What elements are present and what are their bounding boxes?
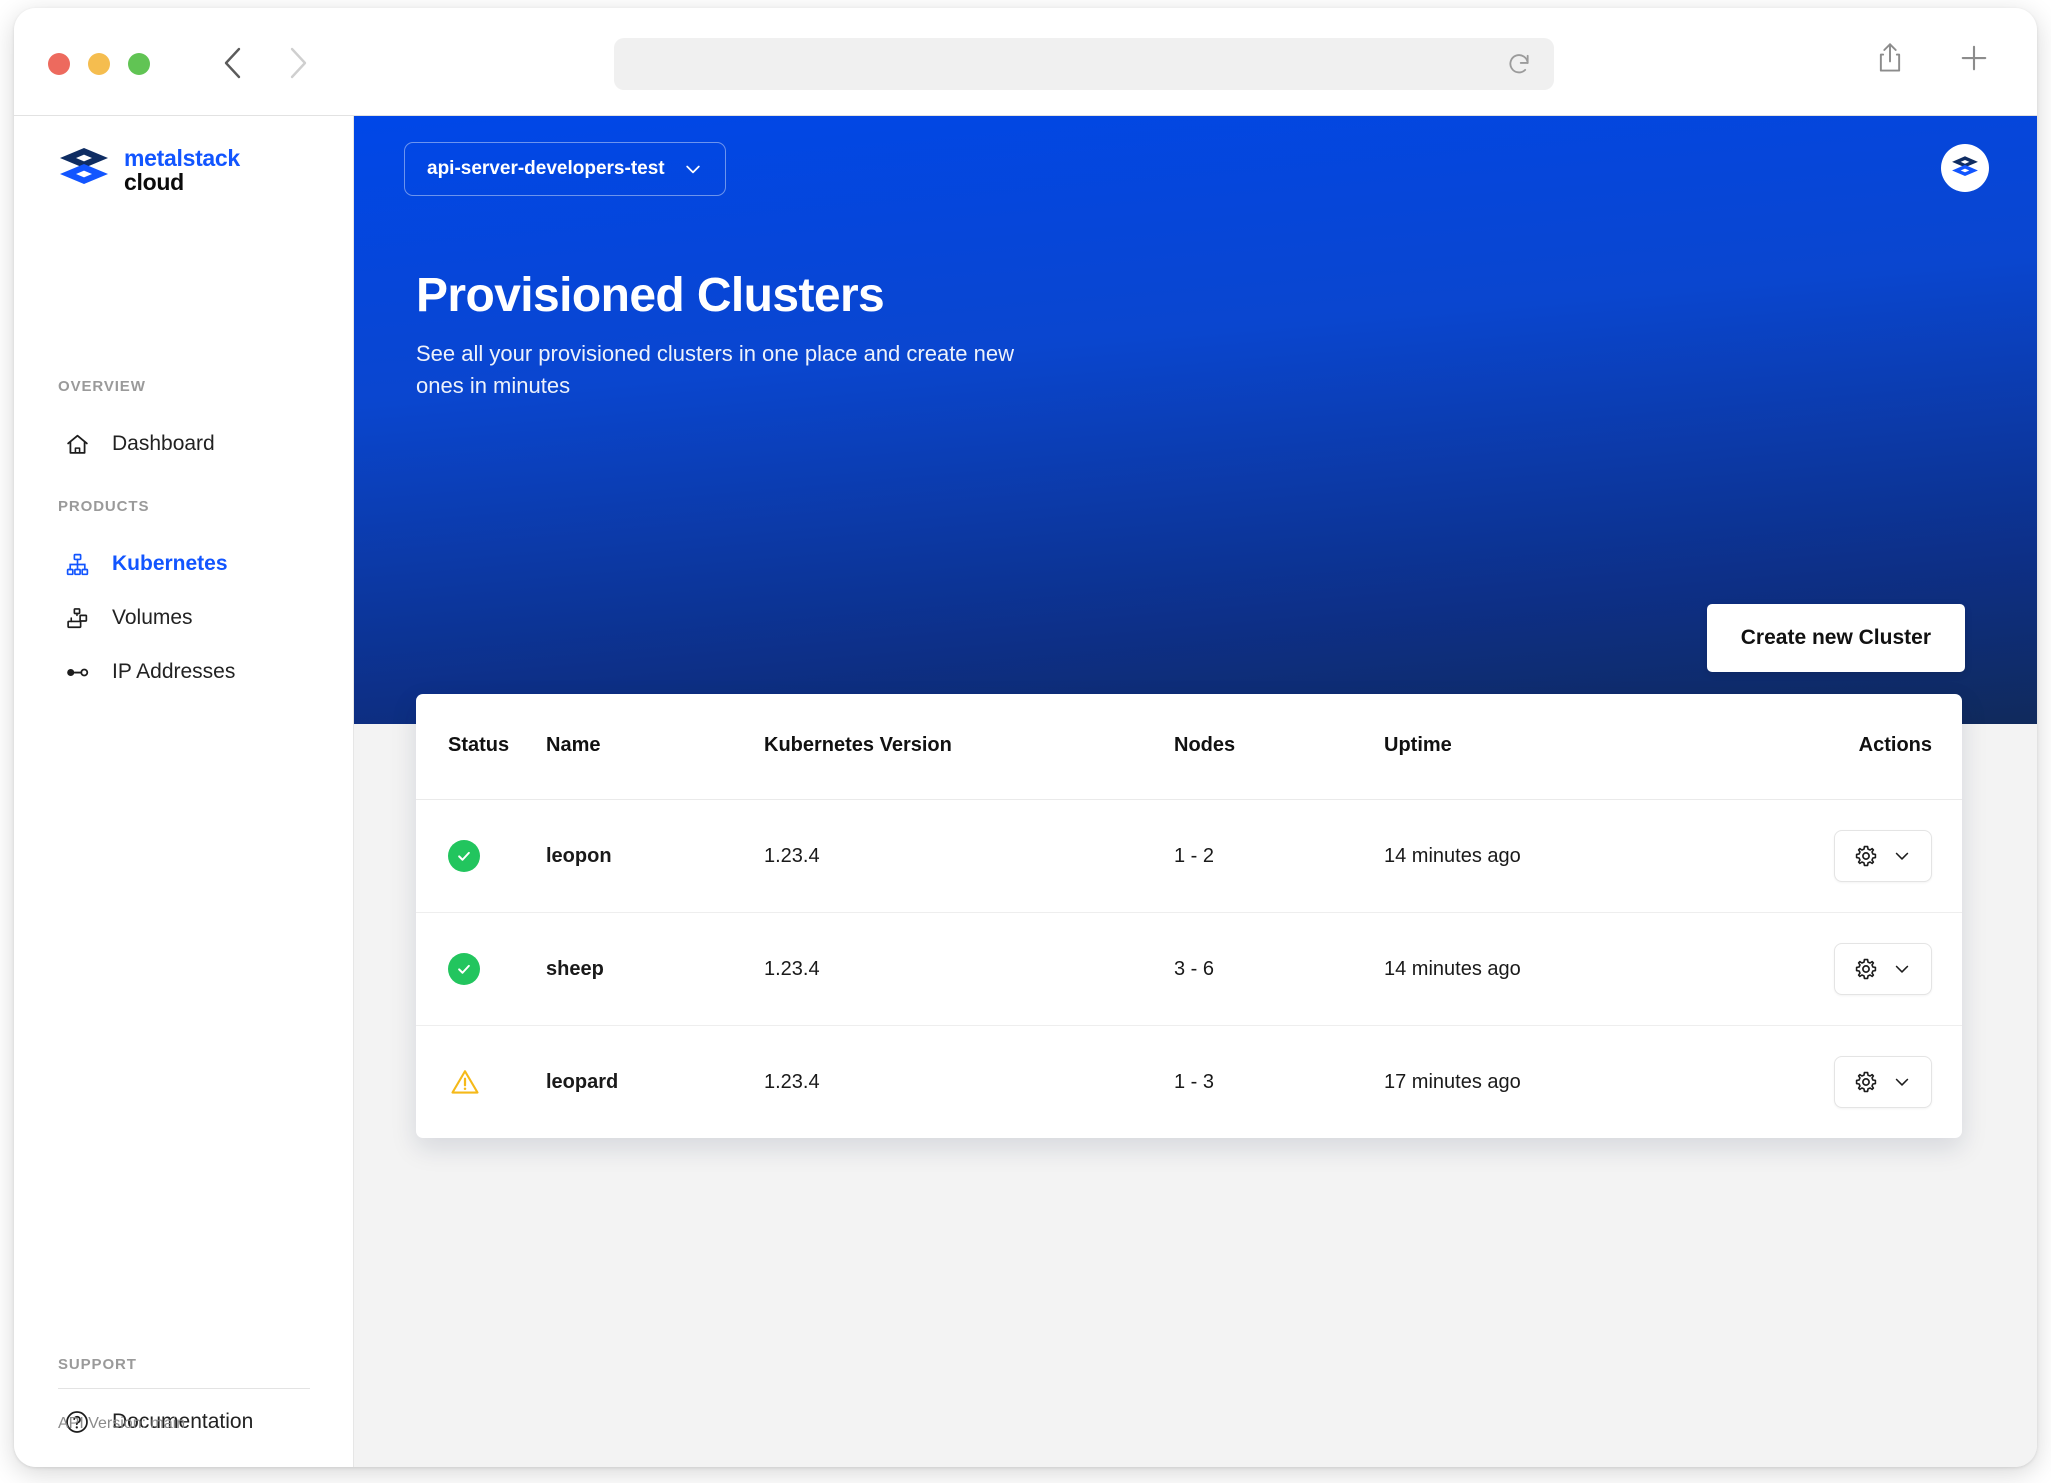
- project-selector-label: api-server-developers-test: [427, 158, 665, 179]
- page-subtitle: See all your provisioned clusters in one…: [416, 341, 1015, 398]
- cell-name: sheep: [546, 912, 764, 1026]
- volumes-icon: [64, 605, 90, 631]
- sidebar-section-label-products: PRODUCTS: [58, 498, 150, 515]
- status-warning-icon: [448, 1066, 482, 1098]
- sidebar-item-volumes[interactable]: Volumes: [14, 591, 353, 645]
- sidebar-item-label: IP Addresses: [112, 660, 236, 683]
- cell-status: [416, 912, 546, 1026]
- project-selector[interactable]: api-server-developers-test: [404, 142, 726, 196]
- minimize-window-button[interactable]: [88, 53, 110, 75]
- metalstack-avatar-icon: [1952, 156, 1978, 176]
- chevron-down-icon: [685, 165, 700, 174]
- sidebar-divider: [58, 1388, 310, 1389]
- column-header-name: Name: [546, 694, 764, 800]
- api-version-label: API Version: main: [58, 1415, 186, 1432]
- sidebar-section-products: PRODUCTS Kubernetes: [14, 498, 353, 699]
- clusters-table-card: Status Name Kubernetes Version Nodes Upt…: [416, 694, 1962, 1138]
- brand-logo[interactable]: metalstack cloud: [58, 146, 240, 195]
- sidebar-item-label: Volumes: [112, 606, 193, 629]
- traffic-lights: [48, 53, 150, 75]
- address-bar[interactable]: [614, 38, 1554, 90]
- chevron-down-icon: [1895, 965, 1909, 973]
- brand-logo-text: metalstack cloud: [124, 146, 240, 195]
- column-header-uptime: Uptime: [1384, 694, 1784, 800]
- ip-address-icon: [64, 659, 90, 685]
- cell-uptime: 14 minutes ago: [1384, 799, 1784, 913]
- sidebar: metalstack cloud OVERVIEW Dashboard: [14, 116, 354, 1467]
- cell-nodes: 1 - 2: [1174, 799, 1384, 913]
- sidebar-item-kubernetes[interactable]: Kubernetes: [14, 537, 353, 591]
- reload-icon[interactable]: [1506, 51, 1532, 77]
- chevron-down-icon: [1895, 852, 1909, 860]
- row-actions-button[interactable]: [1834, 1056, 1932, 1108]
- brand-logo-line1: metalstack: [124, 145, 240, 171]
- column-header-status: Status: [416, 694, 546, 800]
- gear-icon: [1855, 958, 1877, 980]
- cell-status: [416, 799, 546, 913]
- forward-button[interactable]: [276, 38, 320, 88]
- gear-icon: [1855, 1071, 1877, 1093]
- cell-actions: [1784, 912, 1962, 1026]
- status-ok-icon: [448, 953, 480, 985]
- table-row[interactable]: leopard 1.23.4 1 - 3 17 minutes ago: [416, 1026, 1962, 1139]
- browser-window: metalstack cloud OVERVIEW Dashboard: [14, 8, 2037, 1467]
- column-header-actions: Actions: [1784, 694, 1962, 800]
- row-actions-button[interactable]: [1834, 943, 1932, 995]
- sidebar-item-ip-addresses[interactable]: IP Addresses: [14, 645, 353, 699]
- chevron-down-icon: [1895, 1078, 1909, 1086]
- sidebar-item-dashboard[interactable]: Dashboard: [14, 417, 353, 471]
- sidebar-item-label: Dashboard: [112, 432, 215, 455]
- cell-actions: [1784, 799, 1962, 913]
- create-new-cluster-button[interactable]: Create new Cluster: [1706, 604, 1965, 672]
- sidebar-section-label-support: SUPPORT: [58, 1356, 137, 1373]
- cell-version: 1.23.4: [764, 1070, 820, 1093]
- cell-version: 1.23.4: [764, 912, 1174, 1026]
- clusters-table: Status Name Kubernetes Version Nodes Upt…: [416, 694, 1962, 1138]
- back-button[interactable]: [210, 38, 254, 88]
- cell-nodes: 1 - 3: [1174, 1070, 1215, 1093]
- table-header: Status Name Kubernetes Version Nodes Upt…: [416, 694, 1962, 800]
- table-row[interactable]: sheep 1.23.4 3 - 6 14 minutes ago: [416, 912, 1962, 1026]
- app-body: metalstack cloud OVERVIEW Dashboard: [14, 116, 2037, 1467]
- table-row[interactable]: leopon 1.23.4 1 - 2 14 minutes ago: [416, 799, 1962, 913]
- sidebar-item-label: Kubernetes: [112, 552, 228, 575]
- gear-icon: [1855, 845, 1877, 867]
- brand-logo-line2: cloud: [124, 169, 184, 196]
- cell-uptime: 17 minutes ago: [1384, 1070, 1521, 1093]
- column-header-kubernetes-version: Kubernetes Version: [764, 694, 1174, 800]
- cell-uptime: 14 minutes ago: [1384, 912, 1784, 1026]
- page-title: Provisioned Clusters: [416, 269, 885, 322]
- home-icon: [64, 431, 90, 457]
- question-circle-icon: [64, 1409, 90, 1435]
- sidebar-section-support: SUPPORT Documentation: [14, 1356, 353, 1449]
- browser-toolbar-right: [1873, 38, 1991, 78]
- avatar[interactable]: [1941, 144, 1989, 192]
- column-header-nodes: Nodes: [1174, 694, 1384, 800]
- sidebar-item-documentation[interactable]: Documentation: [14, 1395, 353, 1449]
- cell-actions: [1784, 1026, 1962, 1139]
- chevron-right-icon: [290, 47, 307, 79]
- sidebar-section-overview: OVERVIEW Dashboard: [14, 378, 353, 471]
- cell-status: [416, 1026, 546, 1139]
- zoom-window-button[interactable]: [128, 53, 150, 75]
- cell-nodes: 3 - 6: [1174, 912, 1384, 1026]
- row-actions-button[interactable]: [1834, 830, 1932, 882]
- sidebar-section-label-overview: OVERVIEW: [58, 378, 146, 395]
- sidebar-item-label: Documentation: [112, 1410, 254, 1433]
- close-window-button[interactable]: [48, 53, 70, 75]
- main-content: api-server-developers-test Provisioned C…: [354, 116, 2037, 1467]
- status-ok-icon: [448, 840, 480, 872]
- share-icon[interactable]: [1873, 38, 1907, 78]
- cell-name: leopon: [546, 799, 764, 913]
- new-tab-icon[interactable]: [1957, 38, 1991, 78]
- cell-name: leopard: [546, 1070, 619, 1093]
- chevron-left-icon: [224, 47, 241, 79]
- cell-version: 1.23.4: [764, 799, 1174, 913]
- hierarchy-icon: [64, 551, 90, 577]
- table-body: leopon 1.23.4 1 - 2 14 minutes ago: [416, 799, 1962, 1139]
- metalstack-logo-icon: [60, 148, 108, 185]
- table-header-row: Status Name Kubernetes Version Nodes Upt…: [416, 694, 1962, 800]
- browser-titlebar: [14, 8, 2037, 116]
